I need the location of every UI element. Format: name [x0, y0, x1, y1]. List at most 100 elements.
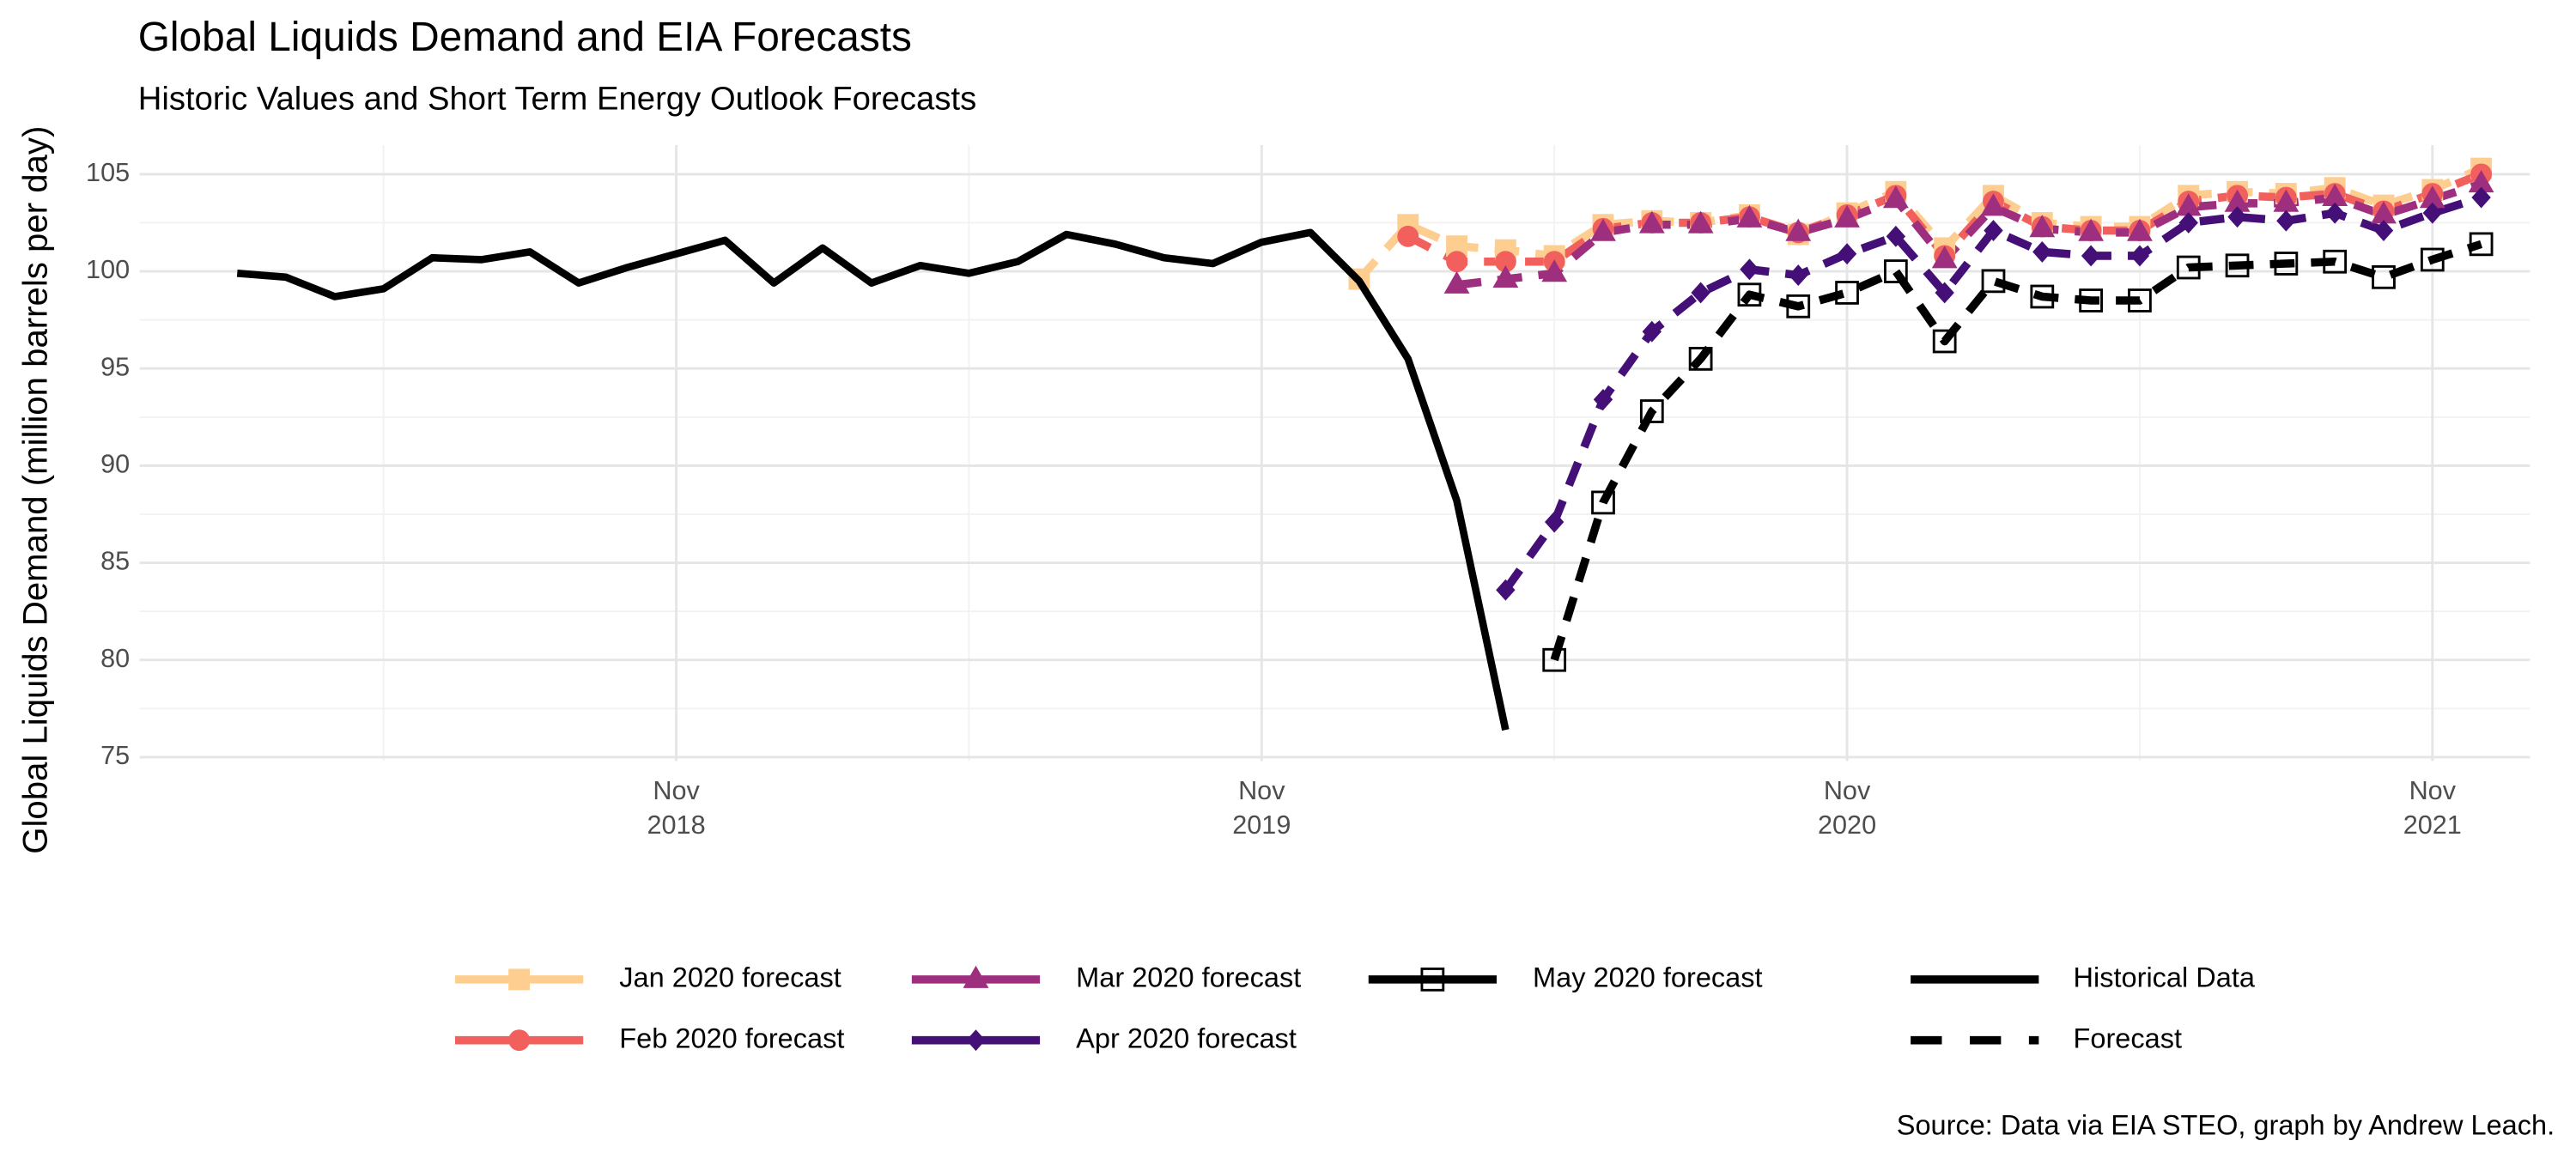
- legend-label: Apr 2020 forecast: [1076, 1022, 1297, 1053]
- marker: [1834, 204, 1860, 228]
- marker: [2078, 218, 2105, 241]
- marker: [2422, 202, 2442, 224]
- marker: [1494, 251, 1516, 273]
- series-line: [236, 228, 1510, 731]
- legend-label: May 2020 forecast: [1533, 962, 1763, 992]
- legend-label: Forecast: [2074, 1022, 2183, 1053]
- marker: [2225, 253, 2250, 278]
- marker: [2273, 189, 2300, 212]
- marker: [2276, 209, 2296, 232]
- marker: [508, 1029, 531, 1052]
- marker: [1835, 281, 1859, 305]
- marker: [1837, 243, 1857, 265]
- marker: [1980, 193, 2007, 216]
- chart-title: Global Liquids Demand and EIA Forecasts: [138, 15, 912, 60]
- marker: [2419, 185, 2445, 209]
- x-tick-label: Nov 2019: [1232, 776, 1291, 840]
- marker: [1642, 320, 1662, 343]
- marker: [1932, 329, 1957, 354]
- legend-label: Mar 2020 forecast: [1076, 962, 1301, 992]
- marker: [966, 1029, 986, 1052]
- grid: 75 80 85 90 95 100 105 Nov 2018 Nov 2019 Nov 2020 Nov…: [86, 144, 2530, 840]
- legend-label: Jan 2020 forecast: [619, 962, 841, 992]
- marker: [2469, 232, 2494, 257]
- marker: [1639, 399, 1664, 423]
- marker: [1688, 347, 1713, 371]
- marker: [1397, 225, 1419, 247]
- marker: [1691, 282, 1710, 304]
- marker: [1687, 210, 1714, 234]
- marker: [1736, 204, 1763, 228]
- marker: [2127, 218, 2153, 241]
- marker: [1737, 282, 1762, 307]
- marker: [2274, 252, 2299, 276]
- marker: [2128, 288, 2152, 313]
- marker: [2030, 284, 2055, 309]
- marker: [963, 965, 989, 988]
- marker: [1785, 218, 1812, 241]
- plot-area: [236, 157, 2494, 731]
- series-line: [1502, 193, 2483, 593]
- marker: [1492, 264, 1519, 288]
- marker: [1544, 511, 1564, 533]
- legend-label: Feb 2020 forecast: [619, 1022, 844, 1053]
- y-tick-label: 90: [100, 449, 130, 478]
- marker: [1443, 270, 1470, 294]
- x-tick-label: Nov 2018: [647, 776, 706, 840]
- marker: [1935, 282, 1954, 304]
- marker: [2032, 240, 2052, 263]
- marker: [1883, 259, 1908, 283]
- marker: [1593, 389, 1613, 410]
- y-tick-label: 100: [86, 255, 130, 284]
- x-tick-label: Nov 2021: [2403, 776, 2462, 840]
- marker: [1886, 225, 1906, 247]
- marker: [2178, 212, 2198, 234]
- marker: [2029, 215, 2056, 238]
- marker: [2324, 202, 2345, 224]
- marker: [2371, 201, 2397, 224]
- caption: Source: Data via EIA STEO, graph by Andr…: [1897, 1110, 2555, 1141]
- marker: [2322, 183, 2348, 207]
- marker: [2420, 247, 2445, 272]
- marker: [1591, 490, 1615, 515]
- y-tick-label: 75: [100, 741, 130, 770]
- marker: [1542, 647, 1567, 672]
- marker: [2176, 255, 2201, 280]
- marker: [508, 968, 531, 991]
- marker: [2468, 170, 2494, 193]
- marker: [1420, 968, 1445, 992]
- y-tick-label: 105: [86, 158, 130, 187]
- marker: [2079, 288, 2103, 313]
- y-tick-label: 85: [100, 547, 130, 576]
- marker: [1638, 210, 1665, 234]
- marker: [1446, 251, 1467, 273]
- marker: [1786, 294, 1811, 319]
- legend-label: Historical Data: [2074, 962, 2256, 992]
- marker: [2224, 189, 2251, 212]
- y-tick-label: 95: [100, 352, 130, 381]
- marker: [1984, 220, 2003, 241]
- marker: [1541, 259, 1568, 282]
- marker: [2081, 245, 2101, 267]
- marker: [1740, 258, 1759, 281]
- marker: [1590, 218, 1616, 241]
- marker: [1931, 246, 1958, 269]
- marker: [1882, 185, 1909, 209]
- x-tick-label: Nov 2020: [1818, 776, 1876, 840]
- marker: [2373, 220, 2394, 241]
- series-line: [1455, 179, 2483, 289]
- y-tick-label: 80: [100, 644, 130, 673]
- y-axis-label: Global Liquids Demand (million barrels p…: [16, 126, 55, 854]
- marker: [2175, 193, 2202, 216]
- marker: [2323, 249, 2348, 274]
- marker: [2372, 264, 2396, 289]
- chart-subtitle: Historic Values and Short Term Energy Ou…: [138, 80, 977, 117]
- legend: Jan 2020 forecast Feb 2020 forecast Mar 20…: [454, 962, 2256, 1053]
- marker: [2129, 245, 2150, 267]
- series-line: [1550, 240, 2483, 662]
- marker: [1496, 579, 1516, 601]
- marker: [1789, 264, 1808, 287]
- marker: [1981, 269, 2006, 294]
